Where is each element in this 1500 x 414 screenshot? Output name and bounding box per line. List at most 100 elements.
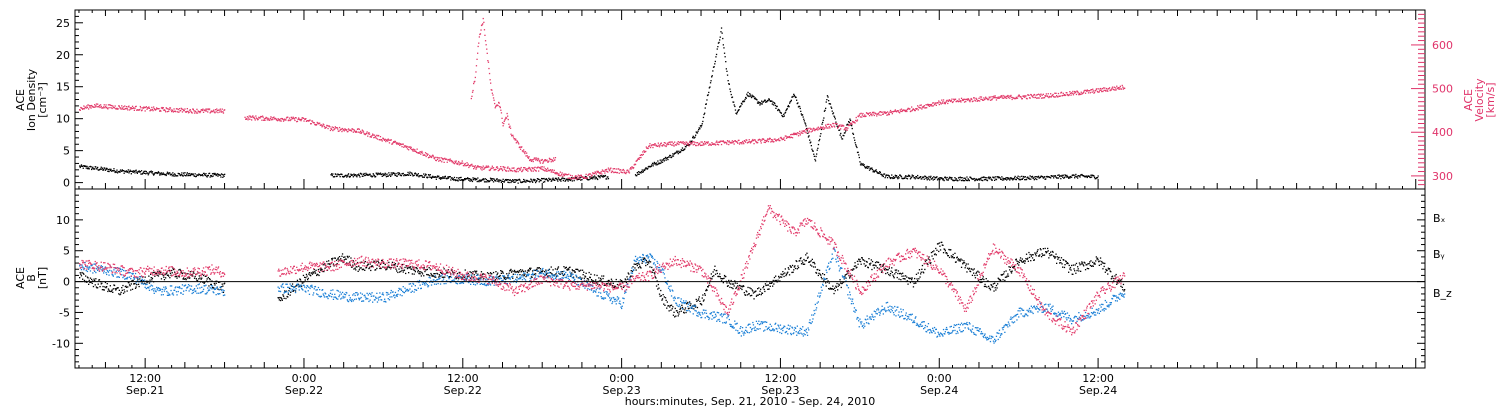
bottom-series-0-point — [1031, 254, 1033, 256]
bottom-series-0-point — [651, 266, 653, 269]
top-series-0-point — [556, 179, 558, 181]
bottom-series-0-point — [1072, 264, 1075, 266]
top-series-2-point — [482, 17, 484, 20]
bottom-series-0-point — [837, 285, 839, 287]
top-series-0-point — [119, 169, 122, 171]
top-series-0-point — [464, 178, 466, 180]
top-series-1-point — [951, 101, 954, 104]
top-series-1-point — [266, 117, 268, 119]
bottom-series-0-point — [545, 273, 548, 276]
top-series-1-point — [402, 143, 404, 145]
top-series-1-point — [621, 169, 623, 171]
bottom-series-0-point — [901, 275, 903, 277]
top-series-0-point — [543, 177, 545, 180]
bottom-series-0-point — [1063, 266, 1066, 269]
top-series-1-point — [803, 130, 806, 132]
bottom-series-0-point — [913, 282, 915, 285]
top-series-2-point — [494, 107, 496, 109]
top-series-1-point — [271, 117, 273, 119]
top-series-1-point — [578, 176, 580, 178]
top-series-1-point — [102, 107, 104, 109]
top-series-1-point — [362, 130, 364, 132]
top-series-0-point — [510, 181, 512, 184]
bottom-series-0-point — [558, 272, 560, 275]
top-series-0-point — [523, 181, 525, 183]
top-series-1-point — [1092, 88, 1094, 90]
bottom-series-0-point — [1041, 253, 1043, 255]
top-series-0-point — [381, 173, 383, 175]
bottom-series-0-point — [441, 276, 443, 278]
top-series-1-point — [445, 158, 448, 160]
top-series-0-point — [184, 172, 186, 174]
top-series-1-point — [587, 174, 589, 177]
top-series-0-point — [1062, 176, 1064, 178]
top-series-0-point — [559, 179, 561, 181]
top-series-1-point — [334, 126, 336, 128]
bottom-series-0-point — [657, 283, 659, 286]
top-series-1-point — [170, 109, 172, 111]
top-series-0-point — [590, 177, 593, 180]
top-series-0-point — [1062, 174, 1064, 176]
top-series-1-point — [432, 154, 434, 156]
top-series-0-point — [208, 172, 211, 174]
top-series-1-point — [267, 118, 270, 120]
top-series-1-point — [275, 117, 277, 120]
bottom-series-0-point — [349, 261, 351, 263]
top-series-0-point — [417, 175, 419, 177]
bottom-series-0-point — [354, 267, 356, 269]
bottom-series-0-point — [340, 258, 342, 260]
top-series-1-point — [1086, 89, 1088, 91]
bottom-series-0-point — [456, 272, 459, 275]
bottom-series-0-point — [307, 279, 309, 281]
top-series-0-point — [1037, 176, 1039, 178]
top-series-1-point — [1041, 94, 1043, 96]
bottom-series-0-point — [934, 253, 936, 255]
top-series-1-point — [986, 97, 988, 99]
top-series-0-point — [558, 178, 560, 180]
bottom-series-0-point — [403, 269, 406, 271]
top-series-1-point — [467, 164, 469, 166]
bottom-series-0-point — [568, 269, 570, 271]
bottom-series-0-point — [1124, 289, 1126, 291]
top-series-1-point — [701, 141, 703, 143]
top-series-1-point — [569, 174, 572, 176]
bottom-series-0-point — [1043, 254, 1046, 256]
bottom-series-0-point — [740, 285, 742, 287]
top-series-1-point — [759, 139, 761, 141]
top-series-0-point — [847, 123, 849, 126]
top-series-1-point — [1050, 96, 1052, 98]
top-series-1-point — [358, 128, 360, 130]
bottom-series-0-point — [279, 296, 281, 299]
top-series-0-point — [944, 176, 946, 178]
top-series-1-point — [783, 137, 785, 139]
top-series-1-point — [338, 130, 340, 132]
top-series-0-point — [447, 176, 449, 178]
top-series-0-point — [993, 177, 995, 179]
bottom-series-0-point — [464, 269, 466, 271]
top-series-0-point — [814, 158, 816, 161]
top-series-0-point — [190, 174, 192, 176]
bottom-series-0-point — [918, 269, 921, 271]
top-series-1-point — [741, 143, 743, 145]
top-series-0-point — [696, 132, 699, 134]
top-series-0-point — [212, 175, 214, 177]
top-series-1-point — [1023, 95, 1025, 97]
top-series-1-point — [704, 141, 706, 143]
top-series-1-point — [408, 146, 410, 148]
top-series-1-point — [246, 116, 249, 118]
top-series-0-point — [416, 174, 418, 176]
bottom-series-0-point — [632, 266, 634, 268]
top-series-1-point — [1074, 90, 1076, 93]
bottom-series-0-point — [1081, 262, 1084, 264]
bottom-series-0-point — [977, 270, 979, 272]
bottom-series-0-point — [799, 260, 801, 262]
bottom-series-0-point — [313, 268, 315, 271]
top-series-0-point — [681, 147, 684, 149]
top-series-1-point — [480, 166, 483, 168]
top-series-2-point — [544, 159, 546, 161]
top-series-0-point — [1067, 176, 1069, 178]
top-series-1-point — [895, 111, 898, 113]
bottom-series-0-point — [333, 265, 335, 267]
bottom-series-0-point — [435, 269, 437, 271]
top-series-1-point — [749, 141, 751, 143]
